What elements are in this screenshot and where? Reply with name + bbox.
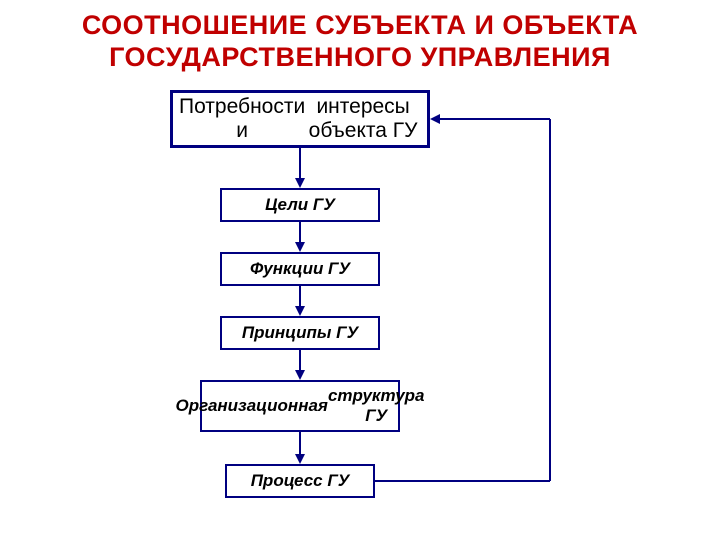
- diagram-stage: СООТНОШЕНИЕ СУБЪЕКТА И ОБЪЕКТА ГОСУДАРСТ…: [0, 0, 720, 540]
- node-needs-interests: Потребности иинтересы объекта ГУ: [170, 90, 430, 148]
- node-goals: Цели ГУ: [220, 188, 380, 222]
- title-line-1: СООТНОШЕНИЕ СУБЪЕКТА И ОБЪЕКТА: [0, 10, 720, 41]
- node-org-structure: Организационнаяструктура ГУ: [200, 380, 400, 432]
- title-line-2: ГОСУДАРСТВЕННОГО УПРАВЛЕНИЯ: [0, 42, 720, 73]
- node-principles: Принципы ГУ: [220, 316, 380, 350]
- node-process: Процесс ГУ: [225, 464, 375, 498]
- node-functions: Функции ГУ: [220, 252, 380, 286]
